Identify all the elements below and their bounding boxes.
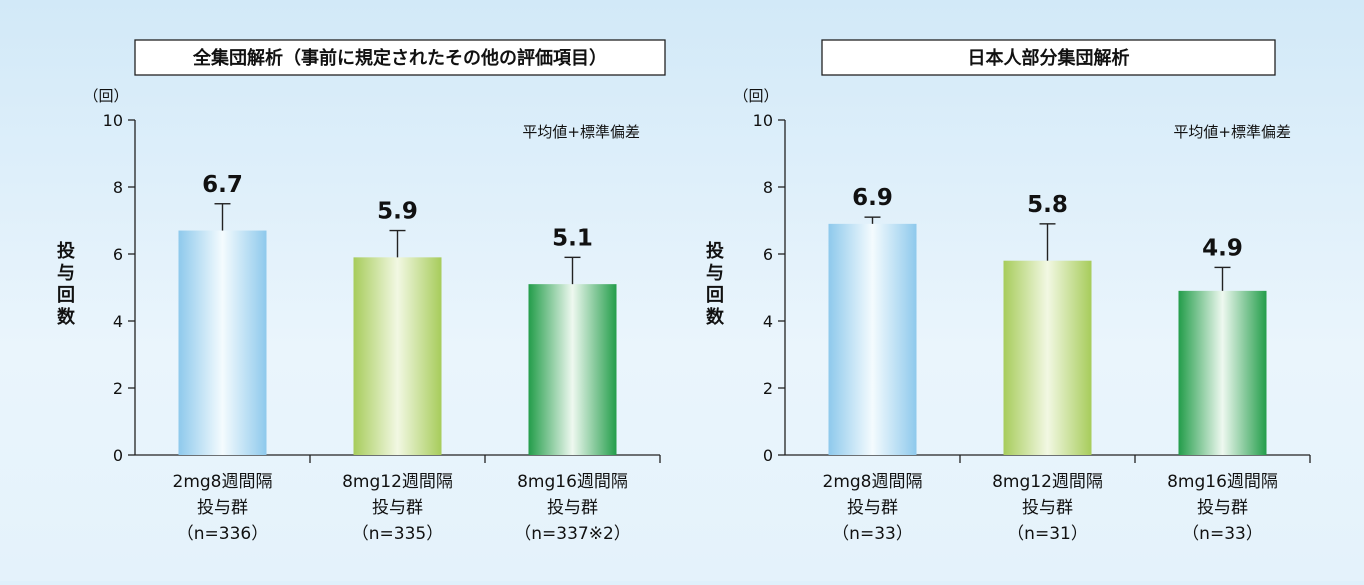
y-axis-label-char: 回 <box>706 285 724 306</box>
y-axis-label-char: 数 <box>706 306 725 328</box>
y-tick-label: 10 <box>753 111 773 130</box>
y-tick-label: 8 <box>763 178 773 197</box>
x-category-label-3: 8mg16週間隔 <box>1167 472 1278 492</box>
y-tick-label: 0 <box>113 446 123 465</box>
y-tick-label: 10 <box>103 111 123 130</box>
y-tick-label: 2 <box>763 379 773 398</box>
x-category-label-1: 2mg8週間隔 <box>173 472 273 492</box>
x-category-label-2: （n=31） <box>1007 524 1088 544</box>
y-axis-label-char: 回 <box>57 285 75 306</box>
bar-value-label-3: 4.9 <box>1202 235 1243 261</box>
x-category-label-1: 2mg8週間隔 <box>823 472 923 492</box>
x-category-label-2: 投与群 <box>372 498 423 518</box>
x-category-label-3: （n=33） <box>1182 524 1263 544</box>
bar-value-label-2: 5.9 <box>377 199 418 225</box>
bar-1 <box>828 223 917 455</box>
x-category-label-3: （n=337※2） <box>514 524 631 544</box>
bar-value-label-1: 6.7 <box>202 172 243 198</box>
chart-title: 全集団解析（事前に規定されたその他の評価項目） <box>192 47 607 69</box>
bar-value-label-2: 5.8 <box>1027 192 1068 218</box>
bar-1 <box>178 230 267 455</box>
x-category-label-3: 投与群 <box>1197 498 1248 518</box>
y-tick-label: 6 <box>113 245 123 264</box>
chart-title-box <box>134 39 666 76</box>
y-unit-label: （回） <box>83 87 128 105</box>
x-category-label-2: 投与群 <box>1022 498 1073 518</box>
x-category-label-1: 投与群 <box>197 498 248 518</box>
x-category-label-3: 8mg16週間隔 <box>517 472 628 492</box>
bar-value-label-3: 5.1 <box>552 225 593 251</box>
chart-title: 日本人部分集団解析 <box>968 47 1130 69</box>
y-unit-label: （回） <box>733 87 778 105</box>
x-category-label-1: 投与群 <box>847 498 898 518</box>
y-tick-label: 4 <box>763 312 773 331</box>
stat-note: 平均値+標準偏差 <box>522 123 640 141</box>
y-tick-label: 0 <box>763 446 773 465</box>
y-axis-label-char: 投 <box>706 240 724 262</box>
x-category-label-3: 投与群 <box>547 498 598 518</box>
bar-2 <box>1003 260 1092 455</box>
x-category-label-1: （n=33） <box>832 524 913 544</box>
x-category-label-1: （n=336） <box>177 524 268 544</box>
y-axis-label-char: 与 <box>706 263 724 284</box>
bar-value-label-1: 6.9 <box>852 185 893 211</box>
stat-note: 平均値+標準偏差 <box>1173 123 1291 141</box>
y-axis-label-char: 数 <box>57 306 76 328</box>
y-axis-label-char: 投 <box>57 240 75 262</box>
chart-title-box <box>821 39 1276 76</box>
bar-2 <box>353 257 442 455</box>
y-axis-label-char: 与 <box>57 263 75 284</box>
x-category-label-2: （n=335） <box>352 524 443 544</box>
x-category-label-2: 8mg12週間隔 <box>342 472 453 492</box>
y-tick-label: 6 <box>763 245 773 264</box>
y-tick-label: 8 <box>113 178 123 197</box>
y-axis-label: 投与回数 <box>706 240 725 328</box>
y-axis-label: 投与回数 <box>57 240 76 328</box>
bar-3 <box>528 284 617 455</box>
bar-3 <box>1178 290 1267 455</box>
y-tick-label: 2 <box>113 379 123 398</box>
y-tick-label: 4 <box>113 312 123 331</box>
x-category-label-2: 8mg12週間隔 <box>992 472 1103 492</box>
